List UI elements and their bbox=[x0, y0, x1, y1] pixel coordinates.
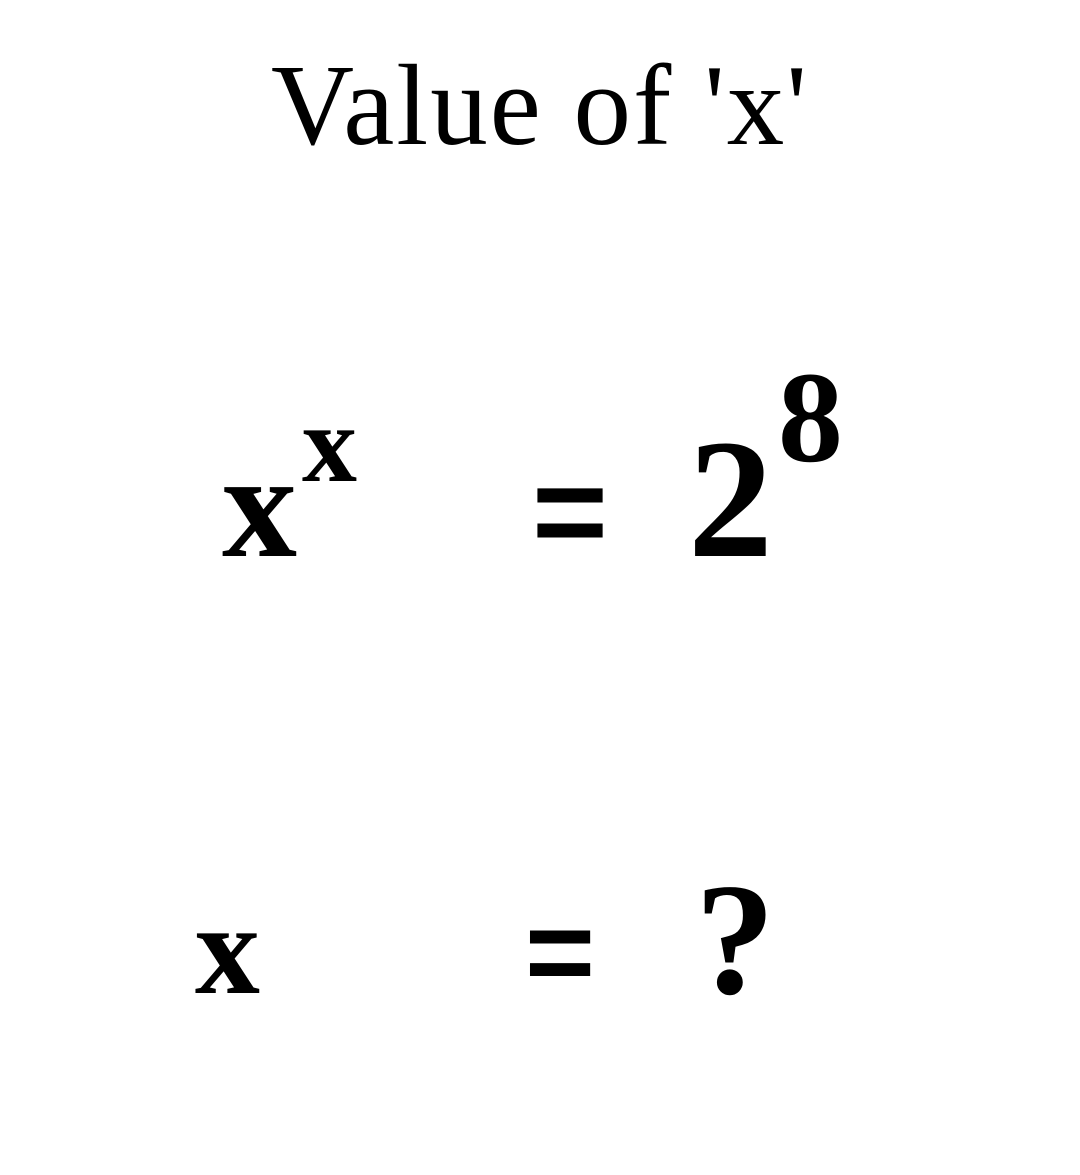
equation-1-rhs: 2 8 bbox=[688, 402, 918, 597]
equation-1: x x = 2 8 bbox=[0, 402, 1080, 597]
equation-1-lhs-base: x bbox=[222, 420, 297, 592]
equation-2-rhs-qmark: ? bbox=[695, 847, 775, 1032]
equation-1-lhs: x x bbox=[222, 420, 452, 592]
equation-1-lhs-exponent: x bbox=[302, 381, 357, 508]
equation-2-rhs: ? bbox=[695, 847, 925, 1032]
equation-1-rhs-base: 2 bbox=[688, 402, 773, 597]
equation-2-equals: = bbox=[525, 883, 595, 1021]
equation-2: x = ? bbox=[0, 847, 1080, 1032]
equation-1-equals: = bbox=[532, 436, 608, 586]
equation-2-lhs: x bbox=[195, 875, 425, 1025]
equation-1-rhs-exponent: 8 bbox=[778, 343, 843, 493]
page-title: Value of 'x' bbox=[271, 40, 809, 172]
equation-2-lhs-x: x bbox=[195, 875, 260, 1025]
